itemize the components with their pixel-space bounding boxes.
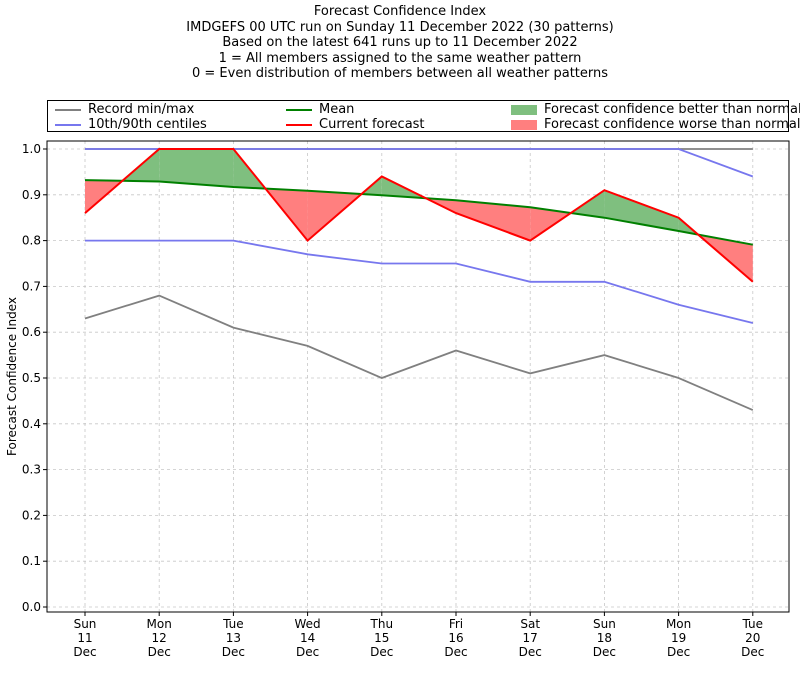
- x-tick-label: Mon: [147, 617, 172, 631]
- x-tick-label: 15: [374, 631, 389, 645]
- x-tick-label: 14: [300, 631, 315, 645]
- x-tick-label: Dec: [741, 645, 764, 659]
- x-tick-label: 20: [745, 631, 760, 645]
- x-tick-label: Dec: [370, 645, 393, 659]
- y-tick-label: 0.4: [22, 417, 41, 431]
- x-tick-label: Sun: [74, 617, 97, 631]
- x-tick-label: Dec: [222, 645, 245, 659]
- series-line-centile-10: [85, 239, 754, 324]
- x-tick-label: Dec: [519, 645, 542, 659]
- x-tick-label: 19: [671, 631, 686, 645]
- chart-legend: Record min/max 10th/90th centiles Mean C…: [47, 100, 800, 132]
- legend-swatch-centiles: [55, 123, 81, 126]
- legend-item-better: Forecast confidence better than normal: [511, 102, 800, 117]
- legend-swatch-current: [286, 123, 312, 126]
- fill-worse-than-normal: [530, 207, 571, 241]
- y-tick-label: 0.3: [22, 463, 41, 477]
- chart-subtitle-2: Based on the latest 641 runs up to 11 De…: [222, 35, 578, 50]
- x-tick-label: Thu: [370, 617, 394, 631]
- chart-subtitle-1: IMDGEFS 00 UTC run on Sunday 11 December…: [186, 19, 614, 35]
- x-tick-label: Mon: [666, 617, 691, 631]
- y-tick-label: 0.0: [22, 600, 41, 614]
- series-line-current: [84, 148, 754, 283]
- legend-label-mean: Mean: [319, 102, 355, 117]
- legend-label-centiles: 10th/90th centiles: [88, 117, 207, 132]
- legend-swatch-better: [511, 104, 537, 115]
- y-tick-label: 0.6: [22, 325, 41, 339]
- legend-label-current: Current forecast: [319, 117, 425, 132]
- x-tick-label: Dec: [593, 645, 616, 659]
- y-tick-label: 0.1: [22, 554, 41, 568]
- legend-item-worse: Forecast confidence worse than normal: [511, 117, 800, 132]
- x-tick-label: 18: [597, 631, 612, 645]
- legend-item-mean: Mean: [286, 102, 354, 117]
- x-tick-label: 17: [523, 631, 538, 645]
- x-tick-label: Dec: [296, 645, 319, 659]
- x-tick-label: 11: [77, 631, 92, 645]
- legend-swatch-mean: [286, 108, 312, 111]
- x-tick-label: Sun: [593, 617, 616, 631]
- legend-label-better: Forecast confidence better than normal: [544, 102, 800, 117]
- x-tick-label: 12: [152, 631, 167, 645]
- y-tick-label: 0.9: [22, 188, 41, 202]
- y-axis-label: Forecast Confidence Index: [5, 297, 19, 456]
- legend-item-record: Record min/max: [55, 102, 194, 117]
- x-tick-label: Tue: [222, 617, 244, 631]
- x-tick-label: Dec: [73, 645, 96, 659]
- x-tick-label: 13: [226, 631, 241, 645]
- x-tick-label: Wed: [295, 617, 321, 631]
- legend-swatch-record: [55, 108, 81, 111]
- fill-better-than-normal: [159, 149, 234, 187]
- legend-item-current: Current forecast: [286, 117, 425, 132]
- chart-title: Forecast Confidence Index: [313, 4, 487, 19]
- series-line-mean: [84, 179, 753, 246]
- x-tick-label: 16: [448, 631, 463, 645]
- x-tick-label: Tue: [742, 617, 764, 631]
- chart-subtitle-3: 1 = All members assigned to the same wea…: [218, 50, 582, 66]
- x-tick-label: Dec: [444, 645, 467, 659]
- legend-item-centiles: 10th/90th centiles: [55, 117, 207, 132]
- fill-worse-than-normal: [456, 200, 531, 241]
- chart-subtitle-4: 0 = Even distribution of members between…: [191, 66, 609, 81]
- legend-label-record: Record min/max: [88, 102, 195, 117]
- y-tick-label: 0.8: [22, 234, 41, 248]
- y-tick-label: 0.2: [22, 508, 41, 522]
- legend-swatch-worse: [511, 119, 537, 130]
- x-tick-label: Dec: [148, 645, 171, 659]
- x-tick-label: Fri: [449, 617, 463, 631]
- y-tick-label: 0.7: [22, 279, 41, 293]
- plot-frame: [46, 140, 790, 613]
- y-tick-label: 1.0: [22, 142, 41, 156]
- series-line-record-min: [84, 294, 754, 411]
- x-tick-label: Sat: [520, 617, 540, 631]
- x-tick-label: Dec: [667, 645, 690, 659]
- legend-label-worse: Forecast confidence worse than normal: [544, 117, 800, 132]
- chart-title-block: Forecast Confidence Index IMDGEFS 00 UTC…: [0, 4, 800, 82]
- y-tick-label: 0.5: [22, 371, 41, 385]
